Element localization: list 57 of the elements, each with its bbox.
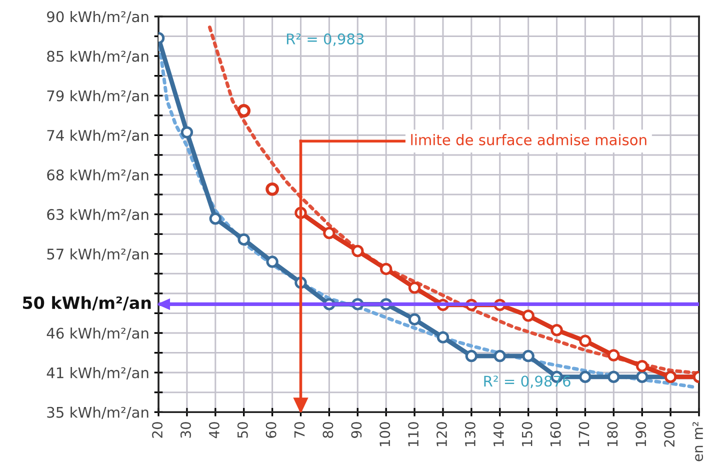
annotation: R² = 0,983	[286, 33, 364, 46]
y-tick-label: 63 kWh/m²/an	[47, 208, 148, 222]
point	[636, 370, 648, 383]
point	[180, 126, 194, 138]
point	[465, 350, 478, 362]
point	[238, 233, 250, 246]
point	[266, 182, 279, 196]
point	[209, 212, 222, 225]
point	[494, 350, 506, 362]
x-tick-label: 150	[522, 422, 532, 446]
x-tick-label: 170	[578, 422, 590, 446]
point	[579, 334, 592, 348]
x-tick-label: 40	[208, 422, 220, 438]
x-tick-label: 30	[180, 422, 191, 438]
x-tick-label: 90	[351, 422, 362, 438]
point	[352, 244, 364, 258]
x-tick-label: 110	[408, 422, 419, 446]
x-tick-label: 160	[550, 422, 561, 446]
point	[323, 226, 336, 240]
x-tick-label: 190	[636, 422, 646, 446]
y-tick-label: 79 kWh/m²/an	[47, 90, 148, 103]
x-tick-label: 180	[607, 422, 618, 446]
point	[579, 370, 592, 383]
point	[608, 370, 620, 383]
y-tick-label: 68 kWh/m²/an	[47, 169, 148, 182]
point	[522, 350, 534, 362]
point	[436, 331, 450, 344]
x-tick-label: 120	[436, 422, 448, 446]
point	[608, 349, 620, 362]
point	[522, 310, 534, 322]
y-tick-label: 85 kWh/m²/an	[47, 50, 148, 63]
ref-line-label: 50 kWh/m²/an	[23, 296, 151, 310]
point	[636, 360, 648, 372]
point	[237, 104, 251, 118]
x-tick-label: 130	[464, 422, 476, 446]
x-tick-label: 60	[266, 422, 276, 438]
annotation: R² = 0,9876	[484, 376, 570, 388]
y-tick-label: 46 kWh/m²/an	[46, 327, 148, 340]
x-tick-label: 200	[664, 422, 675, 447]
point	[266, 256, 278, 268]
x-tick-label: 50	[237, 422, 248, 438]
y-tick-label: 41 kWh/m²/an	[46, 367, 148, 380]
x-tick-label: 100	[380, 422, 390, 446]
ref-line-label: limite de surface admise maison	[411, 134, 646, 146]
y-tick-label: 90 kWh/m²/an	[47, 10, 148, 24]
y-tick-label: 74 kWh/m²/an	[47, 130, 148, 142]
y-tick-label: 57 kWh/m²/an	[47, 248, 148, 261]
point	[550, 324, 563, 336]
x-tick-label: 70	[294, 422, 305, 438]
point	[408, 282, 421, 294]
x-tick-label: 80	[322, 422, 334, 438]
x-tick-label: en m²	[692, 422, 704, 462]
point	[380, 262, 392, 276]
x-tick-label: 20	[152, 422, 163, 438]
x-tick-label: 140	[493, 422, 504, 446]
point	[408, 313, 421, 326]
y-tick-label: 35 kWh/m²/an	[47, 406, 148, 420]
